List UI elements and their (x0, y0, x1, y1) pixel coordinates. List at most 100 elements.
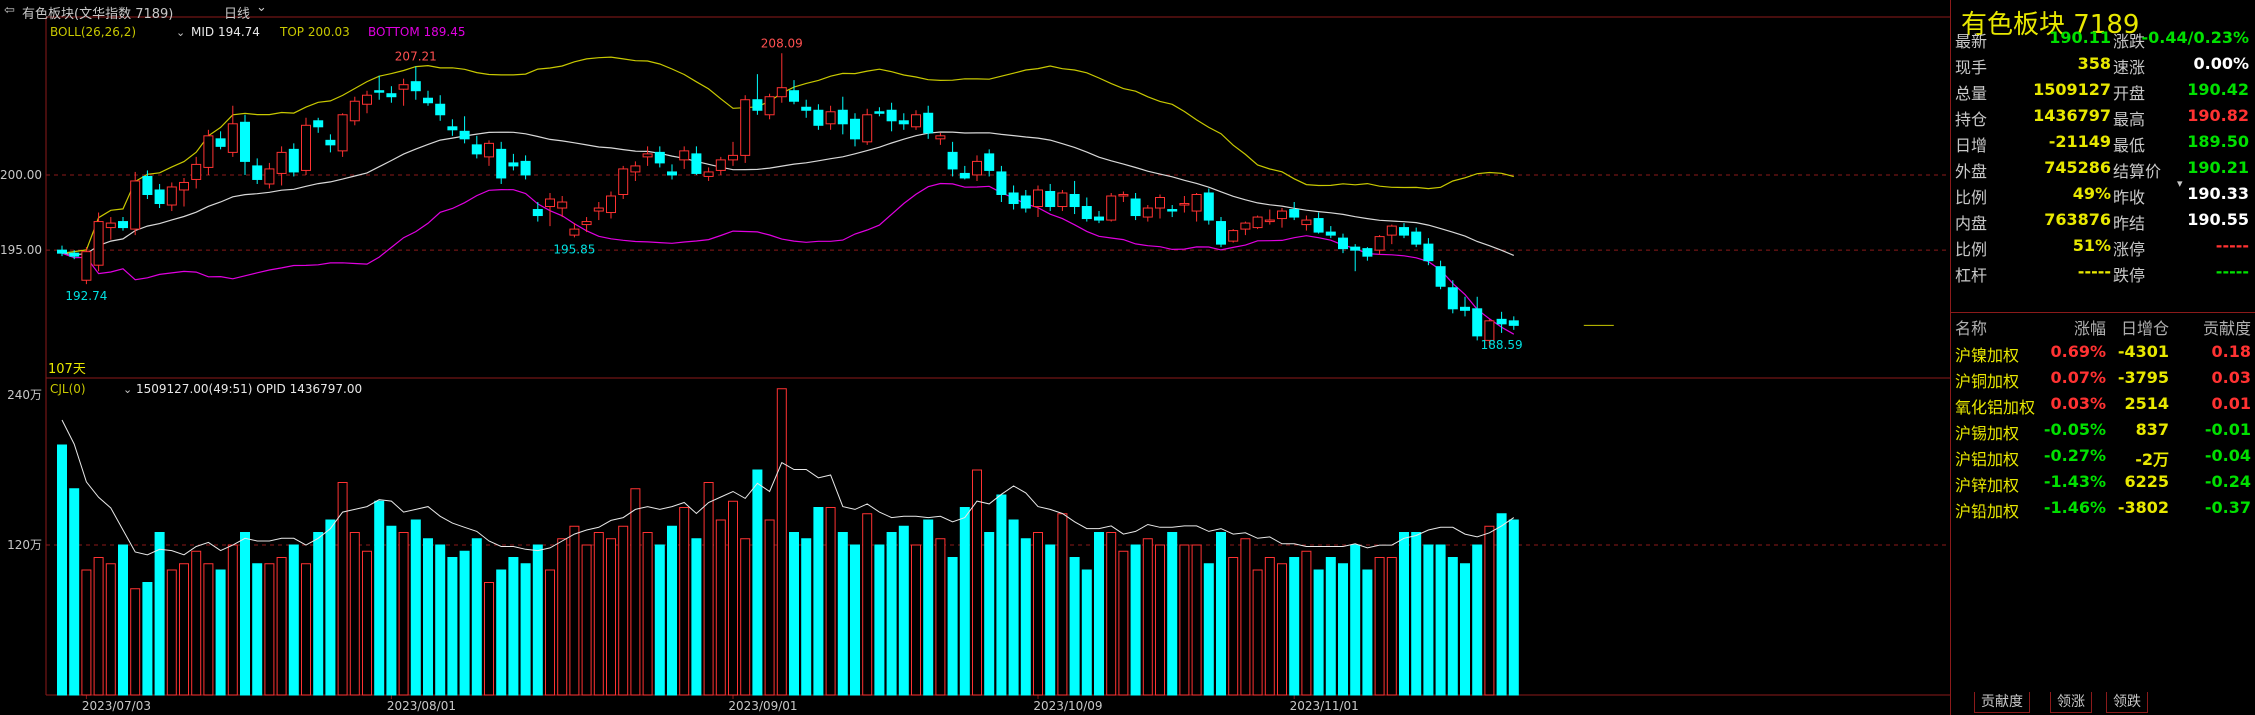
volume-bar (1460, 563, 1470, 696)
table-row-name[interactable]: 沪锌加权 (1955, 476, 2020, 495)
volume-bar (301, 563, 311, 696)
volume-bar (264, 563, 275, 696)
volume-bar (654, 544, 665, 696)
tab-contribution[interactable]: 贡献度 (1974, 692, 2030, 713)
table-row-contribution: 0.18 (2211, 342, 2251, 361)
candle-body (1081, 206, 1092, 220)
volume-bar (362, 550, 372, 696)
volume-bar (679, 507, 690, 696)
volume-bar (1277, 563, 1287, 696)
candle-body (191, 163, 202, 180)
table-header[interactable]: 日增仓 (2120, 319, 2169, 338)
price-annotation: 207.21 (395, 49, 437, 63)
volume-bar (972, 469, 982, 696)
candle-body (703, 171, 714, 177)
volume-bar (227, 544, 238, 696)
candle-body (959, 172, 970, 179)
quote-label: 内盘 (1955, 214, 1988, 233)
kline-chart[interactable]: 195.00 200.00 120万 240万 2023/07/03 2023/08/01… (0, 0, 1950, 715)
chevron-down-icon[interactable]: ▾ (2177, 177, 2183, 190)
quote-label: 外盘 (1955, 162, 1988, 181)
candle-body (1362, 248, 1373, 257)
volume-bar (837, 532, 848, 696)
chevron-down-icon[interactable]: ⌄ (256, 0, 267, 15)
table-row-name[interactable]: 沪镍加权 (1955, 346, 2020, 365)
table-row-name[interactable]: 沪铅加权 (1955, 502, 2020, 521)
volume-tick-label: 240万 (7, 388, 42, 402)
volume-bar (606, 538, 616, 696)
candle-body (947, 151, 958, 170)
volume-bar (898, 525, 909, 696)
table-header[interactable]: 贡献度 (2202, 319, 2251, 338)
quote-value: 745286 (2044, 158, 2111, 177)
volume-bar (386, 525, 397, 696)
candle-body (276, 151, 287, 174)
candle-body (1240, 222, 1251, 230)
quote-value: 1509127 (2033, 80, 2111, 99)
table-row-change: 0.07% (2050, 368, 2106, 387)
volume-bar (252, 563, 263, 696)
candle-body (1386, 225, 1397, 236)
volume-bar (374, 500, 385, 696)
candle-body (728, 154, 738, 161)
volume-bar (947, 557, 958, 696)
volume-bar (1130, 544, 1141, 696)
boll-legend-label: BOLL(26,26,2) (50, 25, 136, 39)
candle-body (532, 209, 543, 217)
volume-bar (691, 538, 702, 696)
candle-body (569, 228, 580, 236)
volume-bar (484, 582, 494, 696)
open-interest-line (61, 419, 1515, 556)
candle-body (1447, 287, 1458, 310)
table-row-name[interactable]: 氧化铝加权 (1955, 398, 2036, 417)
candle-body (862, 114, 873, 143)
table-row-name[interactable]: 沪铝加权 (1955, 450, 2020, 469)
volume-bar (337, 482, 348, 696)
volume-bar (1094, 532, 1104, 696)
period-selector[interactable]: 日线 (224, 7, 251, 22)
volume-bar (1228, 557, 1239, 696)
table-row-name[interactable]: 沪铜加权 (1955, 372, 2020, 391)
volume-bar (569, 525, 580, 696)
volume-bar (410, 519, 421, 696)
volume-bar (276, 557, 287, 696)
candle-body (1033, 189, 1043, 208)
volume-bar (105, 563, 116, 696)
volume-bar (435, 544, 446, 696)
quote-label: 最低 (2113, 136, 2146, 155)
candle-body (1496, 318, 1507, 325)
candle-body (105, 222, 116, 229)
instrument-title: 有色板块(文华指数 7189) (22, 7, 174, 22)
price-tick-label: 195.00 (0, 243, 42, 257)
table-row-name[interactable]: 沪锡加权 (1955, 424, 2020, 443)
volume-bar (496, 569, 507, 696)
volume-bar (57, 444, 67, 696)
table-row-oi-change: -3795 (2117, 368, 2169, 387)
candle-body (1155, 197, 1165, 209)
candle-body (667, 171, 677, 176)
volume-tick-label: 120万 (7, 538, 42, 552)
table-row-oi-change: 2514 (2124, 394, 2169, 413)
volume-bar (618, 525, 629, 696)
candle-body (1203, 192, 1214, 221)
back-icon[interactable]: ⇦ (4, 3, 15, 18)
quote-panel: 有色板块 7189 最新 190.11 现手 358 总量 1509127 持仓 14… (1950, 0, 2255, 715)
volume-bar (1057, 513, 1068, 696)
tab-top-gainers[interactable]: 领涨 (2050, 692, 2092, 713)
candle-body (984, 153, 995, 171)
volume-bar (581, 544, 592, 696)
candle-body (398, 84, 409, 90)
table-header[interactable]: 涨幅 (2073, 319, 2106, 338)
candle-body (801, 106, 812, 111)
candle-body (1252, 216, 1263, 229)
volume-bar (911, 544, 921, 696)
volume-bar (423, 538, 433, 696)
tab-top-losers[interactable]: 领跌 (2106, 692, 2148, 713)
quote-value: 51% (2072, 236, 2111, 255)
price-tick-label: 200.00 (0, 168, 42, 182)
candle-body (423, 97, 433, 104)
candle-body (215, 138, 226, 147)
candle-body (642, 153, 653, 158)
table-header[interactable]: 名称 (1955, 319, 1988, 338)
boll-mid-line (61, 131, 1515, 256)
